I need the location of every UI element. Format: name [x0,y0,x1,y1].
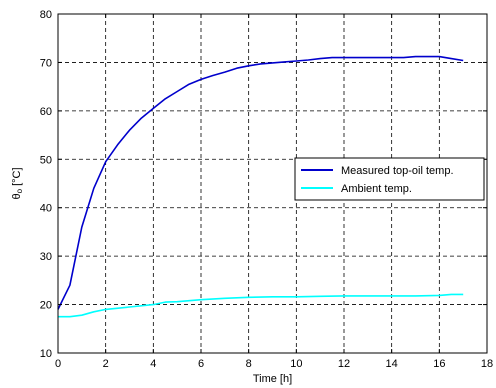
y-axis-label: θo [°C] [11,167,24,199]
x-axis-label: Time [h] [253,373,292,385]
ticks: 0 2 4 6 8 10 12 14 16 18 10 20 30 40 50 60 70 80 [40,9,493,370]
legend-box [294,157,485,201]
y-axis-subscript: o [15,188,24,193]
y-tick-label: 10 [40,348,52,360]
y-axis-unit: [°C] [11,167,23,189]
y-tick-label: 60 [40,106,52,118]
y-tick-label: 50 [40,154,52,166]
series-group [57,55,464,318]
x-tick-label: 8 [246,358,252,370]
y-tick-label: 20 [40,300,52,312]
x-tick-label: 4 [150,358,156,370]
legend: Measured top-oil temp. Ambient temp. [294,157,485,201]
x-tick-label: 10 [290,358,302,370]
x-tick-label: 0 [55,358,61,370]
x-tick-label: 2 [103,358,109,370]
x-tick-label: 6 [198,358,204,370]
series-line-ambient [58,293,464,318]
y-tick-label: 40 [40,203,52,215]
x-tick-label: 12 [338,358,350,370]
y-axis-symbol: θ [11,193,23,199]
legend-label-ambient: Ambient temp. [341,183,412,195]
series-line-measured [57,55,464,310]
plot-frame [57,13,488,354]
x-tick-label: 16 [433,358,445,370]
y-tick-label: 30 [40,251,52,263]
legend-label-measured: Measured top-oil temp. [341,165,454,177]
y-tick-label: 70 [40,57,52,69]
x-tick-label: 14 [386,358,398,370]
x-tick-label: 18 [481,358,493,370]
y-tick-label: 80 [40,9,52,21]
